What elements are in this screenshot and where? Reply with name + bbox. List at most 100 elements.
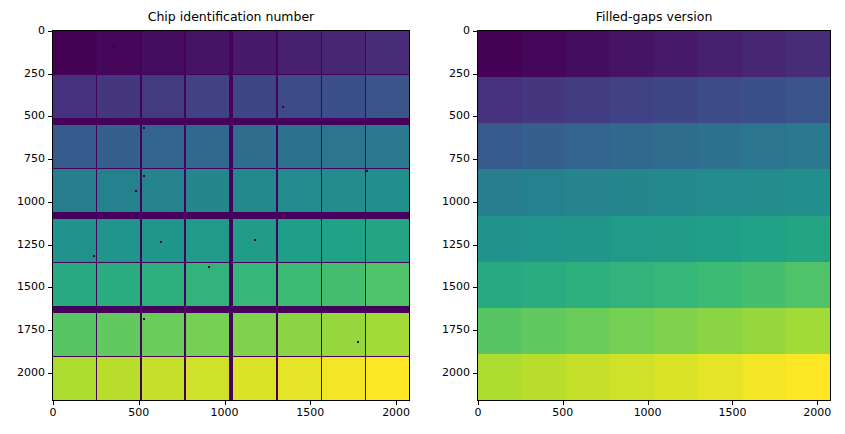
chip-cell [322, 75, 365, 118]
chip-cell [654, 262, 698, 308]
chip-cell [142, 31, 185, 74]
x-tick-label: 0 [50, 407, 57, 419]
chip-cell [566, 123, 610, 169]
chip-cell [610, 169, 654, 215]
chip-cell [698, 354, 742, 400]
chip-cell [478, 354, 522, 400]
chip-cell [53, 263, 96, 306]
x-tick-mark [732, 401, 733, 405]
chip-cell [366, 169, 409, 212]
chip-cell [322, 263, 365, 306]
y-tick-label: 0 [38, 25, 45, 37]
y-tick-label: 750 [449, 153, 470, 165]
chip-cell [522, 262, 566, 308]
chip-cell [97, 263, 140, 306]
y-tick-label: 500 [449, 110, 470, 122]
y-tick-label: 2000 [17, 367, 45, 379]
chip-cell [366, 75, 409, 118]
y-tick-mark [473, 245, 477, 246]
chip-cell [186, 263, 229, 306]
chip-id-heatmap: Chip identification number 0500100015002… [52, 30, 410, 401]
x-tick-label: 500 [128, 407, 149, 419]
chip-cell [654, 354, 698, 400]
x-tick-mark [139, 401, 140, 405]
chip-cell [522, 123, 566, 169]
chip-cell [186, 219, 229, 262]
y-tick-mark [48, 330, 52, 331]
chip-cell [742, 169, 786, 215]
chip-cell [366, 31, 409, 74]
y-tick-mark [473, 287, 477, 288]
chip-cell [698, 77, 742, 123]
chip-cell [322, 169, 365, 212]
chip-cell [233, 313, 276, 356]
chip-cell [366, 219, 409, 262]
y-tick-label: 1750 [17, 324, 45, 336]
chip-cell [566, 216, 610, 262]
bad-pixel-speck [208, 266, 210, 268]
chip-cell [53, 313, 96, 356]
chip-cell [278, 219, 321, 262]
bad-pixel-speck [143, 127, 145, 129]
chip-cell [278, 31, 321, 74]
chip-cell [566, 169, 610, 215]
y-tick-mark [473, 373, 477, 374]
x-tick-mark [817, 401, 818, 405]
chip-cell [478, 262, 522, 308]
x-tick-label: 1500 [296, 407, 324, 419]
chip-cell [53, 357, 96, 400]
chip-cell [786, 308, 830, 354]
chip-cell [478, 77, 522, 123]
y-tick-mark [48, 287, 52, 288]
chip-cell [278, 75, 321, 118]
chip-cell [233, 31, 276, 74]
chip-cell [53, 31, 96, 74]
x-tick-mark [563, 401, 564, 405]
y-tick-label: 1000 [17, 196, 45, 208]
chip-cell [278, 125, 321, 168]
bad-pixel-speck [143, 318, 145, 320]
chip-cell [698, 262, 742, 308]
chip-cell [322, 219, 365, 262]
chip-cell [186, 75, 229, 118]
chip-cell [97, 169, 140, 212]
chip-cell [522, 169, 566, 215]
chip-cell [97, 313, 140, 356]
chip-cell [610, 123, 654, 169]
chip-cell [478, 169, 522, 215]
chip-cell [278, 357, 321, 400]
chip-cell [142, 169, 185, 212]
y-tick-label: 250 [24, 68, 45, 80]
chip-cell [478, 216, 522, 262]
chip-cell [186, 125, 229, 168]
y-tick-mark [48, 31, 52, 32]
chip-cell [186, 313, 229, 356]
y-tick-label: 1500 [17, 281, 45, 293]
y-tick-label: 750 [24, 153, 45, 165]
x-tick-label: 2000 [803, 407, 831, 419]
chip-cell [366, 125, 409, 168]
x-tick-mark [396, 401, 397, 405]
chip-cell [97, 125, 140, 168]
chip-cell [186, 31, 229, 74]
chip-cell [142, 313, 185, 356]
chip-cell [566, 308, 610, 354]
y-tick-mark [48, 116, 52, 117]
chip-cell [654, 123, 698, 169]
chip-cell [278, 313, 321, 356]
chip-cell [366, 263, 409, 306]
y-tick-mark [48, 373, 52, 374]
chip-cell [742, 123, 786, 169]
x-tick-mark [648, 401, 649, 405]
chip-cell [186, 169, 229, 212]
chip-cell [522, 216, 566, 262]
chip-cell [654, 169, 698, 215]
bad-pixel-speck [143, 175, 145, 177]
chip-cell [233, 75, 276, 118]
y-tick-mark [473, 74, 477, 75]
x-tick-label: 2000 [382, 407, 410, 419]
chip-cell [142, 125, 185, 168]
y-tick-label: 1500 [442, 281, 470, 293]
chip-cell [322, 313, 365, 356]
chip-cell [786, 354, 830, 400]
